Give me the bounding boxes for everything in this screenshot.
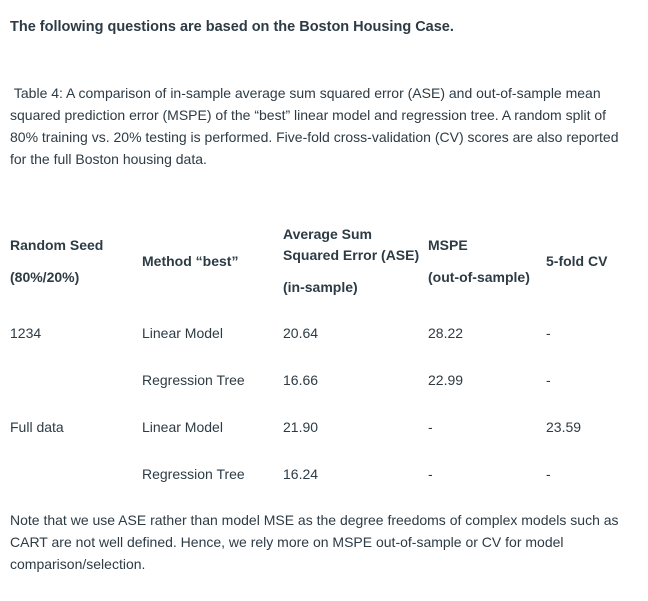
cell-seed — [10, 450, 142, 497]
header-cell-method: Method “best” — [142, 213, 283, 309]
header-cell-ase: Average Sum Squared Error (ASE) (in-samp… — [283, 213, 428, 309]
table-row: Full data Linear Model 21.90 - 23.59 — [10, 403, 638, 450]
cell-method: Linear Model — [142, 324, 223, 341]
header-line: Average Sum Squared Error (ASE) — [283, 226, 420, 263]
cell-ase: 16.24 — [283, 465, 319, 482]
header-line: Random Seed — [10, 236, 104, 253]
table-row: Regression Tree 16.66 22.99 - — [10, 356, 638, 403]
cell-mspe: 22.99 — [428, 371, 464, 388]
cell-seed: Full data — [10, 418, 64, 435]
header-cell-random-seed: Random Seed (80%/20%) — [10, 213, 142, 309]
note-paragraph: Note that we use ASE rather than model M… — [10, 512, 619, 572]
header-line: 5-fold CV — [546, 252, 608, 269]
header-cell-cv: 5-fold CV — [546, 213, 638, 309]
cell-ase: 20.64 — [283, 324, 319, 341]
cell-method: Linear Model — [142, 418, 223, 435]
cell-seed: 1234 — [10, 324, 42, 341]
header-line: (out-of-sample) — [428, 268, 530, 285]
cell-cv: - — [546, 465, 551, 482]
cell-ase: 16.66 — [283, 371, 319, 388]
cell-ase: 21.90 — [283, 418, 319, 435]
cell-cv: - — [546, 371, 551, 388]
cell-mspe: 28.22 — [428, 324, 464, 341]
table-caption: Table 4: A comparison of in-sample avera… — [10, 85, 623, 167]
cell-mspe: - — [428, 418, 433, 435]
table-row: Regression Tree 16.24 - - — [10, 450, 638, 497]
header-line: (in-sample) — [283, 279, 358, 295]
header-line: Method “best” — [142, 252, 239, 269]
table-header-row: Random Seed (80%/20%) Method “best” Aver… — [10, 213, 638, 309]
intro-heading: The following questions are based on the… — [10, 19, 454, 35]
cell-cv: - — [546, 324, 551, 341]
cell-method: Regression Tree — [142, 371, 245, 388]
cell-cv: 23.59 — [546, 418, 582, 435]
results-table: Random Seed (80%/20%) Method “best” Aver… — [10, 213, 638, 497]
cell-mspe: - — [428, 465, 433, 482]
cell-method: Regression Tree — [142, 465, 245, 482]
header-line: MSPE — [428, 236, 468, 253]
header-cell-mspe: MSPE (out-of-sample) — [428, 213, 546, 309]
header-line: (80%/20%) — [10, 268, 80, 285]
table-row: 1234 Linear Model 20.64 28.22 - — [10, 309, 638, 356]
cell-seed — [10, 356, 142, 403]
